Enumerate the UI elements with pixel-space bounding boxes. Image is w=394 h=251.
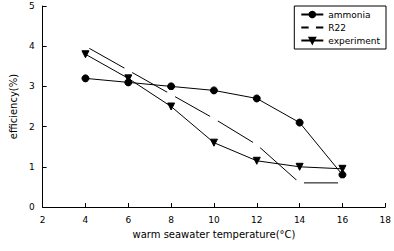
- svg-text:6: 6: [125, 215, 131, 225]
- svg-text:experiment: experiment: [328, 36, 380, 46]
- svg-text:10: 10: [208, 215, 220, 225]
- svg-text:8: 8: [168, 215, 174, 225]
- svg-text:16: 16: [337, 215, 349, 225]
- svg-text:4: 4: [29, 41, 35, 51]
- svg-text:efficiency(%): efficiency(%): [8, 74, 19, 139]
- svg-text:ammonia: ammonia: [328, 10, 370, 20]
- svg-text:0: 0: [29, 202, 35, 212]
- svg-text:5: 5: [29, 1, 35, 11]
- svg-text:14: 14: [294, 215, 306, 225]
- svg-text:3: 3: [29, 81, 35, 91]
- svg-text:R22: R22: [328, 23, 346, 33]
- svg-text:18: 18: [380, 215, 392, 225]
- svg-text:warm seawater temperature(°C): warm seawater temperature(°C): [132, 229, 295, 240]
- svg-text:12: 12: [251, 215, 262, 225]
- svg-text:4: 4: [83, 215, 89, 225]
- svg-text:2: 2: [29, 122, 35, 132]
- svg-text:2: 2: [40, 215, 46, 225]
- svg-text:1: 1: [29, 162, 35, 172]
